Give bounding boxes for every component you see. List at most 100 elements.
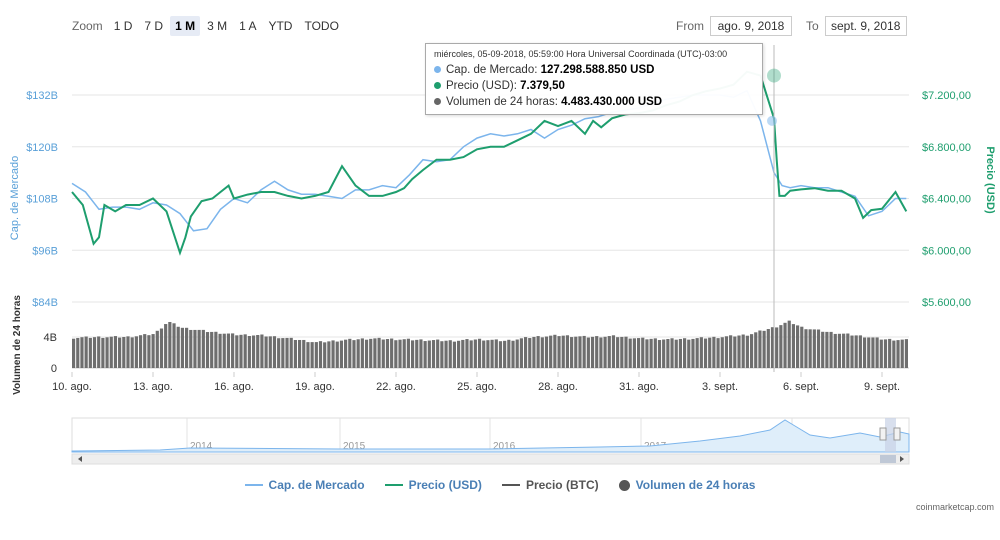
volume-tick-label: 4B (44, 332, 57, 344)
tooltip-label: Volumen de 24 horas: (446, 96, 558, 108)
volume-bar (708, 337, 712, 368)
volume-bar (649, 338, 653, 368)
volume-bar (720, 337, 724, 368)
volume-bar (168, 321, 172, 368)
volume-bar (138, 335, 143, 368)
volume-bar (105, 337, 109, 368)
volume-bar (766, 329, 770, 368)
volume-bar (427, 340, 431, 368)
volume-bar (323, 342, 327, 368)
line-swatch-icon (384, 484, 403, 486)
from-label: From (676, 19, 704, 33)
volume-bar (381, 339, 385, 368)
volume-bar (272, 336, 277, 368)
volume-bar (523, 337, 528, 368)
volume-axis-label: Volumen de 24 horas (12, 295, 23, 395)
volume-bar (498, 341, 503, 368)
zoom-button-ytd[interactable]: YTD (268, 19, 293, 33)
navigator[interactable]: 20142015201620172018 (71, 417, 910, 465)
volume-bar (620, 336, 624, 368)
price-usd-line (71, 70, 908, 256)
credit-link[interactable]: coinmarketcap.com (915, 502, 994, 512)
left-tick-label: $132B (26, 90, 58, 102)
volume-bar (595, 336, 599, 368)
volume-bar (201, 329, 205, 368)
volume-bar (670, 338, 674, 368)
x-tick-label: 28. ago. (538, 381, 578, 393)
zoom-button-1d[interactable]: 1 D (113, 19, 133, 33)
volume-bar (235, 335, 239, 368)
volume-bar (364, 339, 369, 368)
x-tick-label: 6. sept. (783, 381, 819, 393)
volume-bar (239, 334, 243, 368)
volume-bar (184, 327, 189, 368)
volume-bar (159, 328, 164, 368)
volume-bar (302, 339, 306, 368)
volume-bar (762, 330, 766, 368)
volume-bar (306, 342, 310, 368)
volume-bar (904, 339, 908, 368)
x-tick-label: 13. ago. (133, 381, 173, 393)
volume-bar (733, 336, 737, 368)
market-cap-dot-icon (434, 66, 441, 74)
x-tick-label: 22. ago. (376, 381, 416, 393)
volume-bar (473, 339, 477, 368)
volume-bar (557, 336, 561, 368)
volume-bar (331, 340, 335, 368)
zoom-button-7d[interactable]: 7 D (144, 19, 164, 33)
volume-bar (402, 339, 406, 368)
legend-item-market-cap[interactable]: Cap. de Mercado (244, 478, 365, 492)
volume-bar (126, 336, 130, 368)
navigator-handle-right (893, 427, 901, 441)
volume-bar (352, 340, 356, 368)
zoom-button-todo[interactable]: TODO (304, 19, 339, 33)
volume-bar (691, 338, 695, 368)
volume-bar (147, 335, 151, 368)
volume-bar (616, 337, 620, 368)
volume-bar (812, 329, 816, 368)
legend-item-price-btc[interactable]: Precio (BTC) (501, 478, 599, 492)
volume-bar (607, 336, 611, 368)
volume-bar (88, 337, 92, 368)
volume-bar (385, 339, 390, 368)
volume-bar (97, 336, 101, 368)
volume-bar (256, 335, 260, 368)
volume-bar (251, 335, 256, 368)
scrollbar-thumb (880, 455, 896, 463)
zoom-button-1a[interactable]: 1 A (239, 19, 257, 33)
zoom-button-3m[interactable]: 3 M (207, 19, 228, 33)
volume-bar (900, 339, 904, 368)
legend-label: Cap. de Mercado (268, 478, 365, 492)
volume-bar (76, 337, 80, 368)
right-tick-label: $5.600,00 (922, 297, 971, 309)
volume-bar (164, 324, 168, 368)
from-date-input[interactable]: ago. 9, 2018 (710, 16, 792, 36)
volume-bar (84, 336, 88, 368)
volume-bar (570, 337, 574, 368)
volume-bar (344, 339, 348, 368)
volume-bar (666, 339, 670, 368)
volume-bar (553, 334, 557, 368)
volume-bar (515, 339, 519, 368)
x-tick-label: 25. ago. (457, 381, 497, 393)
volume-bar (210, 331, 214, 368)
volume-bar (231, 333, 235, 368)
volume-bar (406, 338, 410, 368)
x-tick-label: 19. ago. (295, 381, 335, 393)
volume-bar (205, 332, 210, 368)
zoom-button-1m[interactable]: 1 M (170, 16, 201, 36)
volume-bar (243, 334, 247, 368)
legend-item-price-usd[interactable]: Precio (USD) (384, 478, 482, 492)
volume-bar (724, 336, 729, 368)
volume-bar (176, 326, 180, 368)
to-date-input[interactable]: sept. 9, 2018 (824, 16, 907, 36)
volume-bar (289, 337, 293, 368)
legend-item-volume[interactable]: Volumen de 24 horas (618, 478, 755, 492)
volume-bar (134, 336, 138, 368)
volume-bar (699, 337, 703, 368)
volume-bar (867, 337, 871, 368)
x-tick-label: 16. ago. (214, 381, 254, 393)
volume-bar (775, 327, 779, 368)
volume-bar (260, 334, 264, 368)
